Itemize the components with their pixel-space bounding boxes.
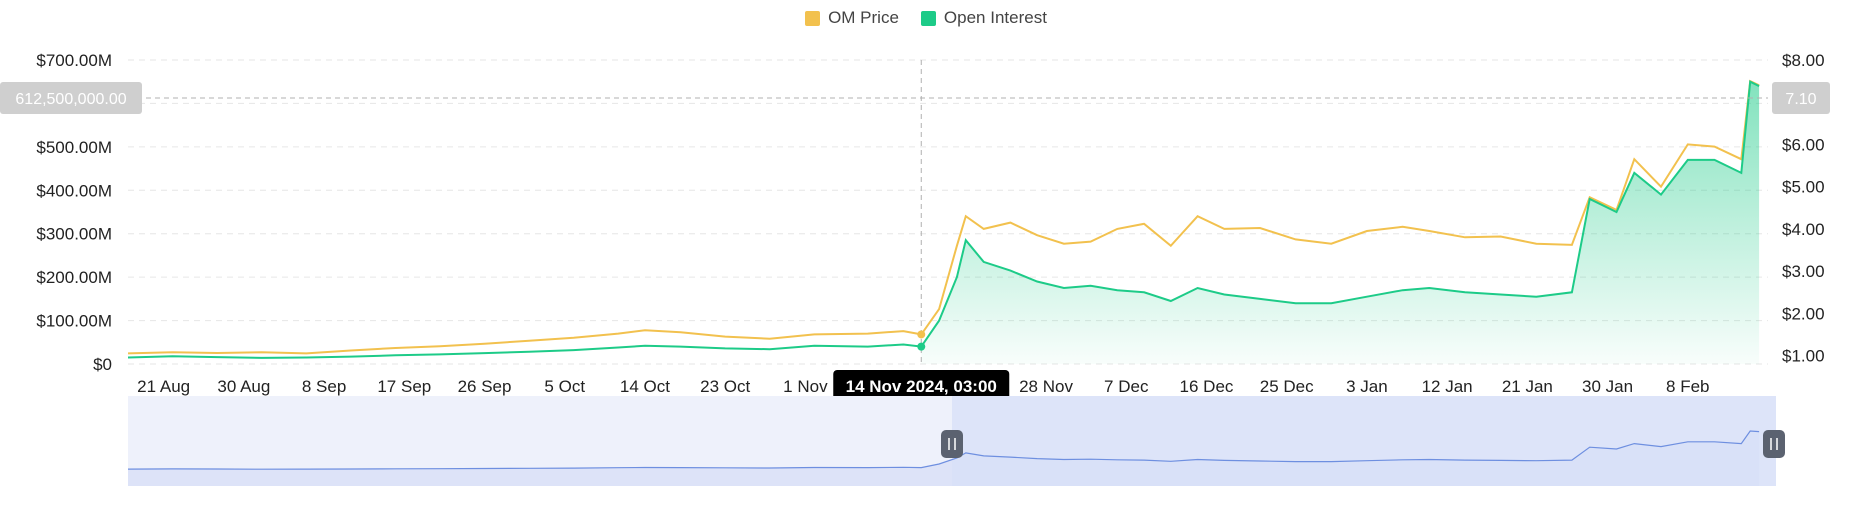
y-right-tick-label: $8.00 xyxy=(1782,51,1825,70)
om-price-line xyxy=(127,79,1760,355)
legend: OM Price Open Interest xyxy=(0,8,1852,28)
y-left-tick-label: $200.00M xyxy=(36,268,112,287)
legend-label-open-interest: Open Interest xyxy=(943,8,1047,27)
y-left-tick-label: $0 xyxy=(93,355,112,374)
legend-label-price: OM Price xyxy=(828,8,899,27)
x-tick-label: 16 Dec xyxy=(1180,377,1234,396)
y-right-tick-label: $5.00 xyxy=(1782,178,1825,197)
legend-item-open-interest[interactable]: Open Interest xyxy=(920,8,1047,28)
x-tick-label: 3 Jan xyxy=(1346,377,1388,396)
x-tick-label: 21 Jan xyxy=(1502,377,1553,396)
y-left-tick-label: $700.00M xyxy=(36,51,112,70)
navigator-handle-left[interactable] xyxy=(941,430,963,458)
crosshair-right-label: 7.10 xyxy=(1785,91,1816,108)
x-tick-label: 23 Oct xyxy=(700,377,750,396)
x-tick-label: 14 Oct xyxy=(620,377,670,396)
y-right-tick-label: $3.00 xyxy=(1782,262,1825,281)
legend-swatch-price xyxy=(805,10,821,26)
x-tick-label: 25 Dec xyxy=(1260,377,1314,396)
crosshair-left-label-bg xyxy=(0,82,142,114)
crosshair-x-label: 14 Nov 2024, 03:00 xyxy=(846,377,997,396)
x-tick-label: 28 Nov xyxy=(1019,377,1073,396)
x-tick-label: 8 Sep xyxy=(302,377,346,396)
y-right-tick-label: $6.00 xyxy=(1782,135,1825,154)
x-tick-label: 21 Aug xyxy=(137,377,190,396)
open-interest-line xyxy=(127,80,1760,359)
x-tick-label: 8 Feb xyxy=(1666,377,1709,396)
y-left-tick-label: $100.00M xyxy=(36,312,112,331)
y-left-tick-label: $500.00M xyxy=(36,138,112,157)
x-tick-label: 7 Dec xyxy=(1104,377,1149,396)
legend-item-price[interactable]: OM Price xyxy=(805,8,899,28)
y-left-tick-label: $300.00M xyxy=(36,225,112,244)
y-right-tick-label: $2.00 xyxy=(1782,304,1825,323)
x-tick-label: 1 Nov xyxy=(783,377,828,396)
navigator-handle-right[interactable] xyxy=(1763,430,1785,458)
crosshair-right-label-bg xyxy=(1772,82,1830,114)
open-interest-area xyxy=(921,81,1760,364)
x-tick-label: 17 Sep xyxy=(377,377,431,396)
crosshair-x-label-bg xyxy=(833,370,1010,403)
legend-swatch-open-interest xyxy=(920,10,936,26)
crosshair-point-oi xyxy=(917,342,926,351)
crosshair-point-price xyxy=(917,330,926,339)
x-tick-label: 30 Aug xyxy=(217,377,270,396)
crosshair-left-label: 612,500,000.00 xyxy=(15,91,126,108)
navigator-line xyxy=(127,430,1760,470)
y-right-tick-label: $1.00 xyxy=(1782,347,1825,366)
navigator-area xyxy=(128,431,1760,486)
y-right-tick-label: $4.00 xyxy=(1782,220,1825,239)
x-tick-label: 5 Oct xyxy=(544,377,585,396)
x-tick-label: 30 Jan xyxy=(1582,377,1633,396)
y-left-tick-label: $400.00M xyxy=(36,181,112,200)
x-tick-label: 26 Sep xyxy=(458,377,512,396)
x-tick-label: 12 Jan xyxy=(1422,377,1473,396)
